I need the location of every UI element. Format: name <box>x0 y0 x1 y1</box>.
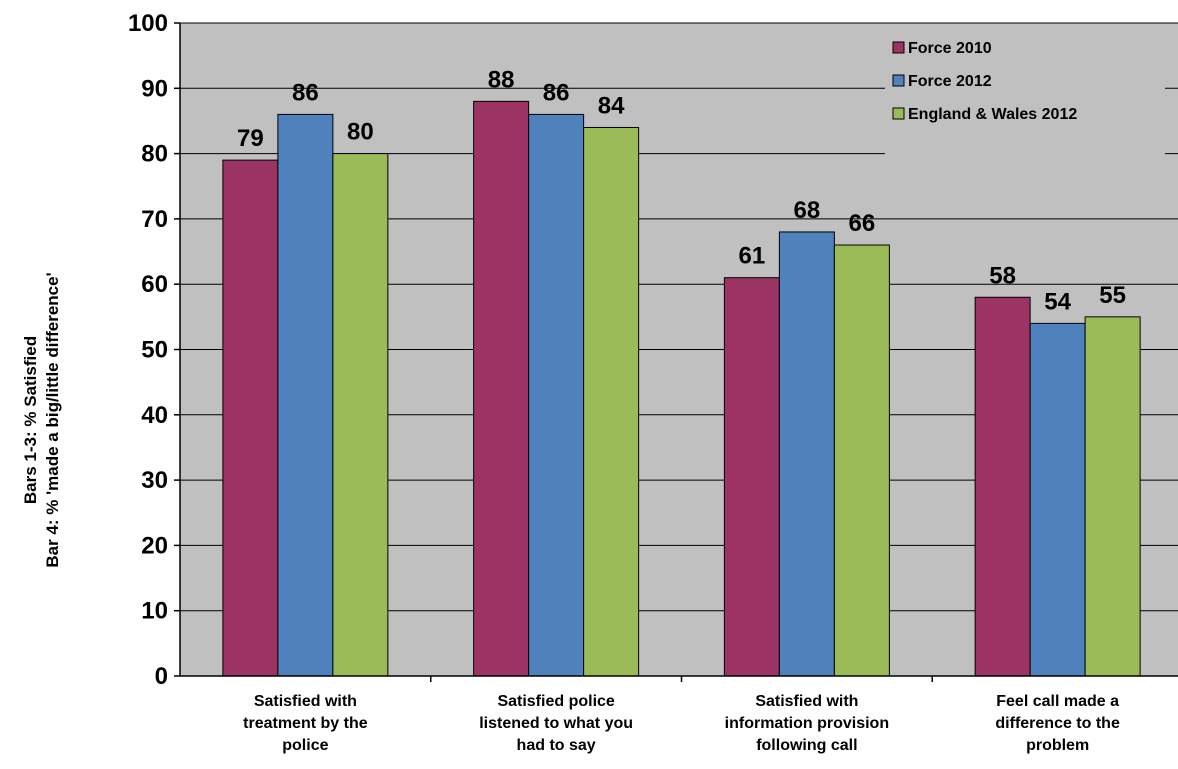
y-tick-label: 20 <box>141 532 168 559</box>
data-label: 86 <box>543 79 570 106</box>
bar <box>332 153 389 677</box>
bar <box>1029 322 1086 677</box>
legend: Force 2010 Force 2012 England & Wales 2012 <box>885 28 1165 163</box>
y-tick-label: 90 <box>141 75 168 102</box>
x-category-label: Satisfied police <box>497 693 614 710</box>
legend-swatch <box>892 107 905 120</box>
x-category-label: problem <box>1026 737 1089 754</box>
x-category-label: Feel call made a <box>996 693 1119 710</box>
y-tick-label: 30 <box>141 467 168 494</box>
bar <box>833 244 890 677</box>
y-tick-label: 50 <box>141 337 168 364</box>
legend-label: Force 2012 <box>908 73 992 90</box>
legend-swatch <box>892 74 905 87</box>
legend-label: England & Wales 2012 <box>908 106 1077 123</box>
bar <box>974 296 1031 677</box>
y-tick-label: 40 <box>141 402 168 429</box>
y-tick-label: 0 <box>155 663 168 690</box>
y-axis-title-line-2: Bar 4: % 'made a big/little difference' <box>43 272 62 567</box>
data-label: 54 <box>1044 288 1071 315</box>
bars-group <box>222 100 1141 677</box>
bar <box>528 113 585 677</box>
data-label: 79 <box>237 125 264 152</box>
y-tick-label: 80 <box>141 141 168 168</box>
x-category-label: Satisfied with <box>254 693 357 710</box>
x-category-label: difference to the <box>995 715 1120 732</box>
y-tick-label: 70 <box>141 206 168 233</box>
y-ticks: 0 10 20 30 40 50 60 70 80 90 100 <box>128 10 180 690</box>
bar <box>583 126 640 677</box>
x-category-label: listened to what you <box>479 715 633 732</box>
data-label: 84 <box>598 92 625 119</box>
data-label: 88 <box>488 66 515 93</box>
y-axis-title: Bars 1-3: % Satisfied Bar 4: % 'made a b… <box>21 272 62 567</box>
y-tick-label: 10 <box>141 598 168 625</box>
x-category-label: Satisfied with <box>755 693 858 710</box>
x-category-label: treatment by the <box>243 715 368 732</box>
legend-background <box>885 28 1165 163</box>
legend-label: Force 2010 <box>908 40 992 57</box>
x-category-label: police <box>282 737 328 754</box>
bar <box>778 231 835 677</box>
x-category-label: following call <box>756 737 857 754</box>
data-labels: 79 86 80 88 86 84 61 68 66 58 54 55 <box>237 66 1126 315</box>
data-label: 66 <box>849 210 876 237</box>
x-category-label: had to say <box>517 737 596 754</box>
data-label: 68 <box>794 197 821 224</box>
x-category-label: information provision <box>725 715 889 732</box>
bar <box>723 277 780 677</box>
y-tick-label: 100 <box>128 10 168 37</box>
data-label: 55 <box>1099 282 1126 309</box>
y-tick-label: 60 <box>141 271 168 298</box>
data-label: 61 <box>739 243 766 270</box>
data-label: 58 <box>989 262 1016 289</box>
data-label: 80 <box>347 119 374 146</box>
bar <box>277 113 334 677</box>
data-label: 86 <box>292 79 319 106</box>
x-category-labels: Satisfied with treatment by the police Sati… <box>243 693 1120 754</box>
bar <box>1084 316 1141 677</box>
legend-swatch <box>892 41 905 54</box>
bar <box>473 100 530 677</box>
bar <box>222 159 279 677</box>
y-axis-title-line-1: Bars 1-3: % Satisfied <box>21 336 40 504</box>
